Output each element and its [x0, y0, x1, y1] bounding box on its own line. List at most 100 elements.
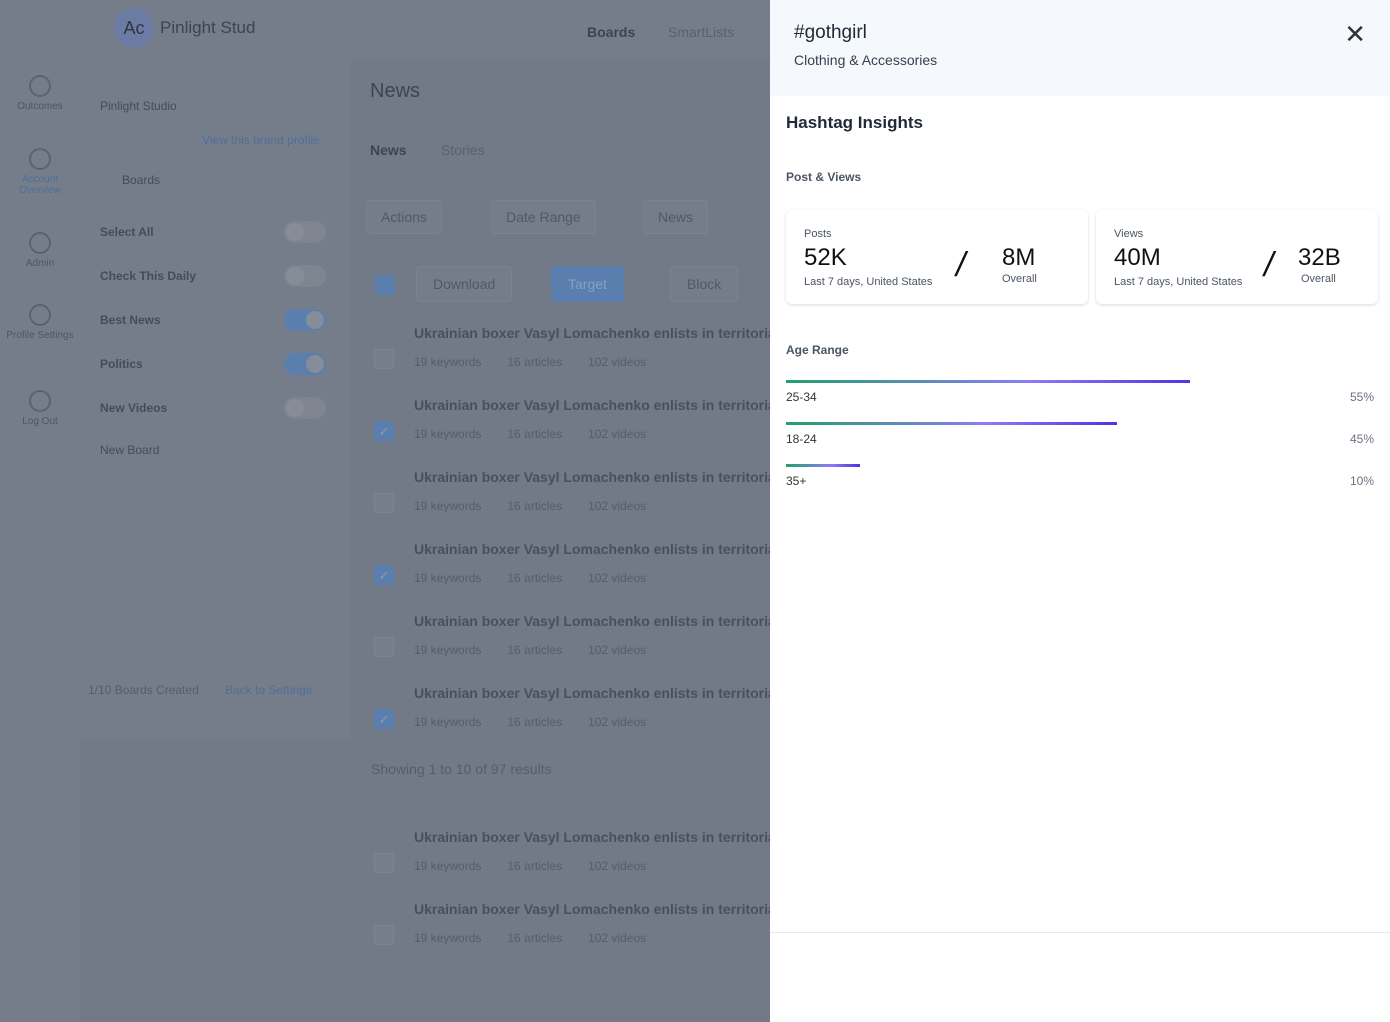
- list-item[interactable]: Ukrainian boxer Vasyl Lomachenko enlists…: [374, 901, 780, 981]
- list-item[interactable]: Ukrainian boxer Vasyl Lomachenko enlists…: [374, 469, 780, 549]
- boards-count: 1/10 Boards Created: [88, 683, 199, 697]
- age-range-row: 25-34 55%: [786, 380, 1374, 410]
- videos-count: 102 videos: [588, 859, 647, 873]
- videos-count: 102 videos: [588, 643, 647, 657]
- overall-label: Overall: [1301, 273, 1336, 285]
- rail-label: Admin: [25, 258, 55, 269]
- age-label: 25-34: [786, 390, 817, 404]
- rail-log-out[interactable]: Log Out: [0, 390, 80, 427]
- page-title: News: [370, 80, 421, 102]
- keywords-count: 19 keywords: [414, 571, 482, 585]
- overall-label: Overall: [1002, 273, 1037, 285]
- tab-news[interactable]: News: [370, 142, 407, 158]
- rail-outcomes[interactable]: Outcomes: [0, 75, 80, 112]
- rail-admin[interactable]: Admin: [0, 232, 80, 269]
- row-checkbox[interactable]: [374, 637, 394, 657]
- age-range-row: 18-24 45%: [786, 422, 1374, 452]
- list-item[interactable]: ✓ Ukrainian boxer Vasyl Lomachenko enlist…: [374, 541, 780, 621]
- board-item[interactable]: Select All: [100, 225, 154, 239]
- tab-smartlists[interactable]: SmartLists: [668, 24, 735, 40]
- videos-count: 102 videos: [588, 931, 647, 945]
- back-to-settings-link[interactable]: Back to Settings: [225, 683, 312, 697]
- nav-rail: Outcomes Account Overview Admin Profile …: [0, 0, 80, 1022]
- avatar[interactable]: Ac: [114, 8, 154, 48]
- target-button[interactable]: Target: [551, 266, 624, 302]
- board-item[interactable]: Check This Daily: [100, 269, 197, 283]
- row-title[interactable]: Ukrainian boxer Vasyl Lomachenko enlists…: [414, 325, 780, 341]
- list-item[interactable]: Ukrainian boxer Vasyl Lomachenko enlists…: [374, 613, 780, 693]
- list-item[interactable]: ✓ Ukrainian boxer Vasyl Lomachenko enlist…: [374, 397, 780, 477]
- row-checkbox[interactable]: [374, 853, 394, 873]
- row-checkbox[interactable]: [374, 925, 394, 945]
- list-item[interactable]: ✓ Ukrainian boxer Vasyl Lomachenko enlist…: [374, 685, 780, 765]
- new-board-button[interactable]: New Board: [100, 443, 160, 457]
- posts-value: 52K: [804, 244, 847, 271]
- views-sub: Last 7 days, United States: [1114, 276, 1243, 288]
- board-item[interactable]: Best News: [100, 313, 161, 327]
- block-button[interactable]: Block: [670, 266, 739, 302]
- list-item[interactable]: Ukrainian boxer Vasyl Lomachenko enlists…: [374, 829, 780, 909]
- row-checkbox[interactable]: ✓: [374, 709, 394, 729]
- articles-count: 16 articles: [507, 499, 563, 513]
- row-title[interactable]: Ukrainian boxer Vasyl Lomachenko enlists…: [414, 397, 780, 413]
- results-count: Showing 1 to 10 of 97 results: [371, 761, 552, 777]
- board-toggle[interactable]: [284, 353, 326, 375]
- views-label: Views: [1114, 228, 1144, 240]
- row-title[interactable]: Ukrainian boxer Vasyl Lomachenko enlists…: [414, 901, 780, 917]
- posts-card: Posts 52K Last 7 days, United States / 8…: [786, 210, 1088, 304]
- age-label: 35+: [786, 474, 807, 488]
- row-checkbox[interactable]: ✓: [374, 565, 394, 585]
- videos-count: 102 videos: [588, 355, 647, 369]
- age-bar: [786, 464, 860, 467]
- board-item[interactable]: New Videos: [100, 401, 168, 415]
- posts-label: Posts: [804, 228, 832, 240]
- tab-boards[interactable]: Boards: [587, 24, 636, 40]
- rail-account-overview[interactable]: Account Overview: [0, 148, 80, 196]
- board-toggle[interactable]: [284, 221, 326, 243]
- divider-slash: /: [1264, 246, 1274, 284]
- hashtag-title: #gothgirl: [794, 22, 867, 43]
- brand-profile-link[interactable]: View this brand profile: [202, 133, 320, 147]
- row-title[interactable]: Ukrainian boxer Vasyl Lomachenko enlists…: [414, 613, 780, 629]
- gear-icon: [29, 232, 51, 254]
- target-icon: [29, 75, 51, 97]
- row-title[interactable]: Ukrainian boxer Vasyl Lomachenko enlists…: [414, 685, 780, 701]
- board-toggle[interactable]: [284, 265, 326, 287]
- row-title[interactable]: Ukrainian boxer Vasyl Lomachenko enlists…: [414, 541, 780, 557]
- date-range-dropdown[interactable]: Date Range: [491, 200, 596, 234]
- age-label: 18-24: [786, 432, 817, 446]
- articles-count: 16 articles: [507, 571, 563, 585]
- news-dropdown[interactable]: News: [643, 200, 709, 234]
- keywords-count: 19 keywords: [414, 643, 482, 657]
- board-toggle[interactable]: [284, 309, 326, 331]
- board-item[interactable]: Politics: [100, 357, 143, 371]
- articles-count: 16 articles: [507, 931, 563, 945]
- actions-dropdown[interactable]: Actions: [366, 200, 442, 234]
- list-item[interactable]: Ukrainian boxer Vasyl Lomachenko enlists…: [374, 325, 780, 405]
- row-title[interactable]: Ukrainian boxer Vasyl Lomachenko enlists…: [414, 829, 780, 845]
- row-checkbox[interactable]: [374, 493, 394, 513]
- board-toggle[interactable]: [284, 397, 326, 419]
- views-value: 40M: [1114, 244, 1161, 271]
- brand-name[interactable]: Pinlight Stud: [160, 18, 256, 37]
- row-checkbox[interactable]: ✓: [374, 421, 394, 441]
- top-bar: Boards SmartLists: [80, 0, 770, 60]
- articles-count: 16 articles: [507, 427, 563, 441]
- row-title[interactable]: Ukrainian boxer Vasyl Lomachenko enlists…: [414, 469, 780, 485]
- row-checkbox[interactable]: [374, 349, 394, 369]
- age-percent: 10%: [1349, 474, 1374, 488]
- close-icon[interactable]: ✕: [1344, 19, 1366, 49]
- rail-profile-settings[interactable]: Profile Settings: [0, 304, 80, 341]
- keywords-count: 19 keywords: [414, 355, 482, 369]
- keywords-count: 19 keywords: [414, 715, 482, 729]
- section-title: Hashtag Insights: [786, 113, 923, 132]
- divider-slash: /: [956, 246, 966, 284]
- brand-select[interactable]: Pinlight Studio: [100, 99, 177, 113]
- download-button[interactable]: Download: [416, 266, 513, 302]
- tab-stories[interactable]: Stories: [441, 142, 485, 158]
- hierarchy-icon: [29, 148, 51, 170]
- select-all-checkbox[interactable]: [375, 275, 395, 295]
- panel-footer-divider: [770, 932, 1390, 933]
- user-icon: [29, 304, 51, 326]
- rail-label: Log Out: [22, 416, 58, 427]
